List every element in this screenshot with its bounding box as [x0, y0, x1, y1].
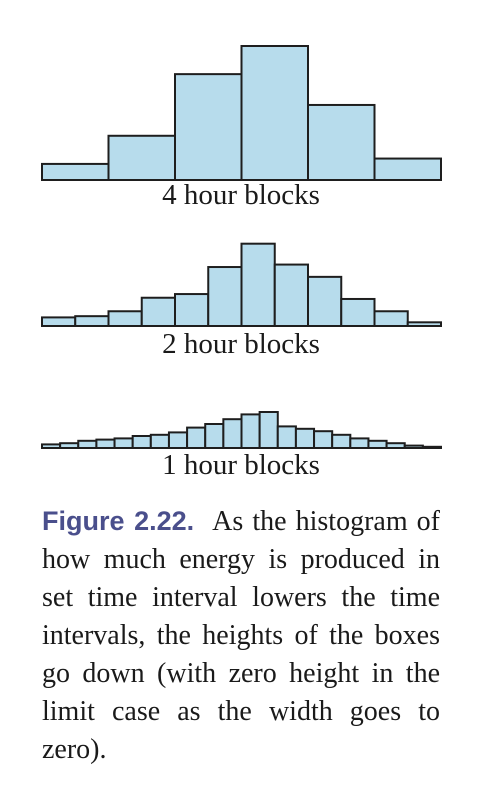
histogram-bar: [240, 413, 261, 449]
histogram-bar: [276, 425, 297, 449]
histogram-bar: [131, 435, 152, 449]
histogram-bar: [373, 310, 409, 328]
histogram-bar: [373, 157, 442, 181]
histogram-bar: [113, 437, 134, 449]
histogram-bar: [331, 433, 352, 449]
histogram-2-hour-label: 2 hour blocks: [162, 328, 320, 360]
histogram-4-hour-label: 4 hour blocks: [162, 179, 320, 211]
histogram-bar: [77, 439, 98, 449]
histogram-bar: [258, 411, 279, 449]
histogram-bar: [149, 433, 170, 449]
histogram-bar: [107, 134, 176, 181]
figure-caption-text: As the histogram of how much energy is p…: [42, 506, 440, 765]
histogram-bar: [240, 45, 309, 181]
histogram-4-hour-blocks: [41, 45, 442, 181]
histogram-bar: [174, 73, 243, 181]
histogram-bar: [167, 431, 189, 449]
histogram-bar: [41, 443, 62, 449]
histogram-bar: [307, 103, 376, 181]
figure-caption: Figure 2.22. As the histogram of how much…: [42, 502, 440, 769]
histogram-bar: [367, 439, 388, 449]
histogram-bar: [313, 430, 334, 450]
histogram-bar: [174, 293, 210, 327]
histogram-bar: [140, 296, 176, 327]
histogram-bar: [340, 297, 376, 328]
histogram-1-hour-label: 1 hour blocks: [162, 449, 320, 481]
histogram-1-hour-blocks: [41, 411, 442, 450]
histogram-bar: [307, 275, 343, 327]
histogram-bar: [240, 242, 276, 327]
histogram-bar: [59, 442, 80, 450]
histogram-bar: [204, 423, 225, 449]
histogram-bar: [95, 438, 116, 450]
figure-caption-label: Figure 2.22.: [42, 506, 195, 536]
histogram-bar: [385, 442, 406, 450]
histogram-2-hour-blocks: [41, 242, 442, 328]
histogram-bar: [403, 444, 424, 450]
histogram-bar: [222, 418, 243, 450]
histogram-bar: [186, 426, 207, 450]
histogram-bar: [349, 437, 370, 449]
histogram-bar: [406, 321, 442, 327]
histogram-bar: [294, 427, 316, 449]
histogram-bar: [421, 445, 442, 449]
